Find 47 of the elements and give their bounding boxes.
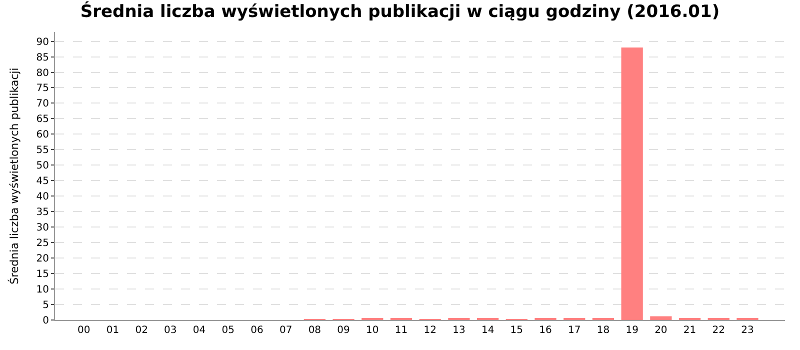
bar [650, 316, 672, 320]
x-tick-label: 00 [77, 325, 90, 336]
y-tick-label: 5 [42, 300, 49, 312]
x-tick-label: 11 [394, 325, 408, 336]
x-tick-label: 16 [539, 325, 552, 336]
x-tick-label: 20 [654, 325, 668, 336]
y-tick-label: 85 [36, 52, 49, 64]
y-tick-label: 0 [42, 316, 49, 326]
x-tick-label: 02 [135, 325, 148, 336]
x-tick-label: 17 [568, 325, 581, 336]
x-tick-label: 19 [626, 325, 638, 336]
chart-title: Średnia liczba wyświetlonych publikacji w ciągu godziny (2016.01) [80, 1, 720, 22]
x-tick-label: 08 [308, 325, 322, 336]
x-tick-label: 07 [279, 325, 292, 336]
x-tick-label: 06 [250, 325, 264, 336]
y-tick-label: 20 [36, 254, 49, 265]
y-tick-label: 15 [36, 269, 49, 280]
x-tick-label: 14 [481, 325, 494, 336]
y-tick-label: 10 [36, 284, 49, 296]
x-tick-label: 21 [683, 325, 696, 336]
y-tick-label: 25 [36, 238, 49, 250]
x-tick-label: 23 [741, 325, 754, 336]
y-tick-label: 30 [36, 222, 49, 234]
x-tick-label: 01 [106, 325, 120, 336]
y-tick-label: 75 [36, 83, 49, 94]
y-axis-title: Średnia liczba wyświetlonych publikacji [6, 68, 21, 284]
y-tick-label: 50 [36, 160, 49, 172]
x-tick-label: 03 [164, 325, 177, 336]
y-tick-label: 35 [36, 207, 49, 218]
y-tick-label: 80 [36, 68, 49, 79]
x-tick-label: 12 [424, 325, 436, 336]
x-tick-label: 15 [510, 325, 524, 336]
y-tick-label: 65 [36, 114, 49, 126]
x-tick-label: 13 [452, 325, 466, 336]
y-tick-label: 55 [36, 145, 49, 156]
x-tick-label: 10 [366, 325, 379, 336]
bar [621, 47, 643, 320]
x-tick-label: 18 [596, 325, 610, 336]
x-tick-label: 09 [337, 325, 350, 336]
x-tick-label: 05 [222, 325, 234, 336]
y-tick-label: 70 [36, 98, 49, 110]
y-tick-label: 40 [36, 192, 49, 203]
x-tick-label: 04 [192, 325, 206, 336]
y-tick-label: 45 [36, 176, 49, 188]
y-tick-label: 90 [36, 36, 49, 48]
y-tick-label: 60 [36, 130, 49, 141]
x-tick-label: 22 [712, 325, 726, 336]
